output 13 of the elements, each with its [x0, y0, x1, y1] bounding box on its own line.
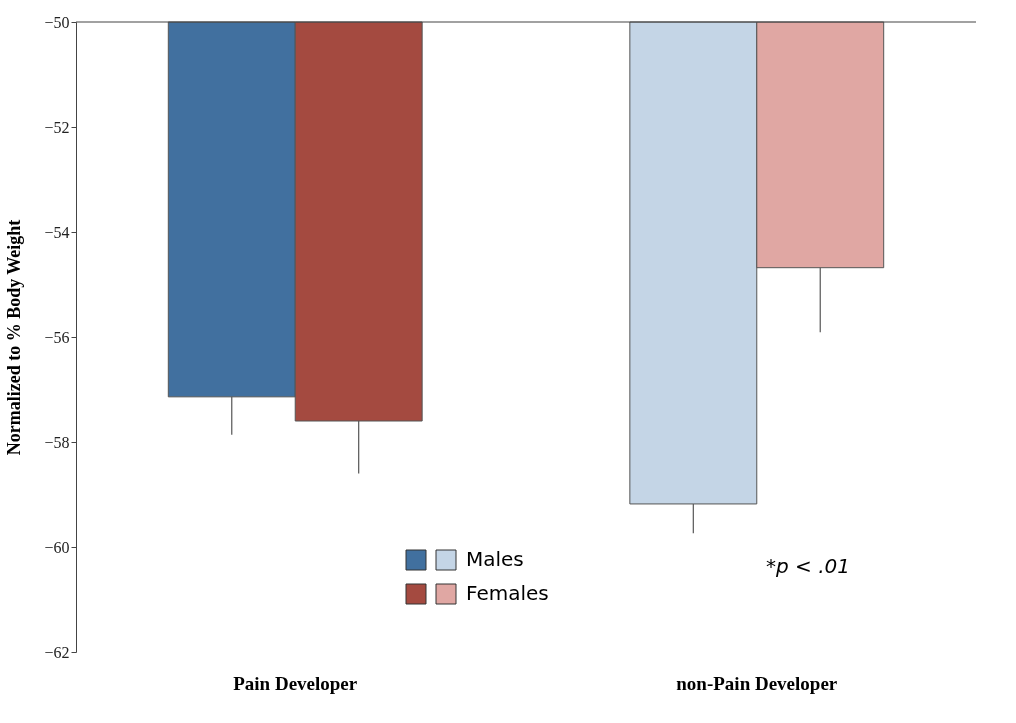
- legend-label: Males: [466, 547, 524, 571]
- y-tick-label: −62: [44, 643, 70, 661]
- y-tick-label: −50: [44, 13, 70, 31]
- y-tick-label: −58: [44, 433, 70, 451]
- y-axis-title: Normalized to % Body Weight: [4, 219, 25, 456]
- legend-label: Females: [466, 581, 549, 605]
- x-tick-label: Pain Developer: [233, 672, 358, 694]
- y-tick-label: −54: [44, 223, 70, 241]
- annotation: *p < .01: [766, 554, 850, 578]
- y-tick-label: −60: [44, 538, 70, 556]
- x-tick-label: non-Pain Developer: [676, 672, 838, 694]
- y-tick-label: −52: [44, 118, 70, 136]
- y-tick-label: −56: [44, 328, 70, 346]
